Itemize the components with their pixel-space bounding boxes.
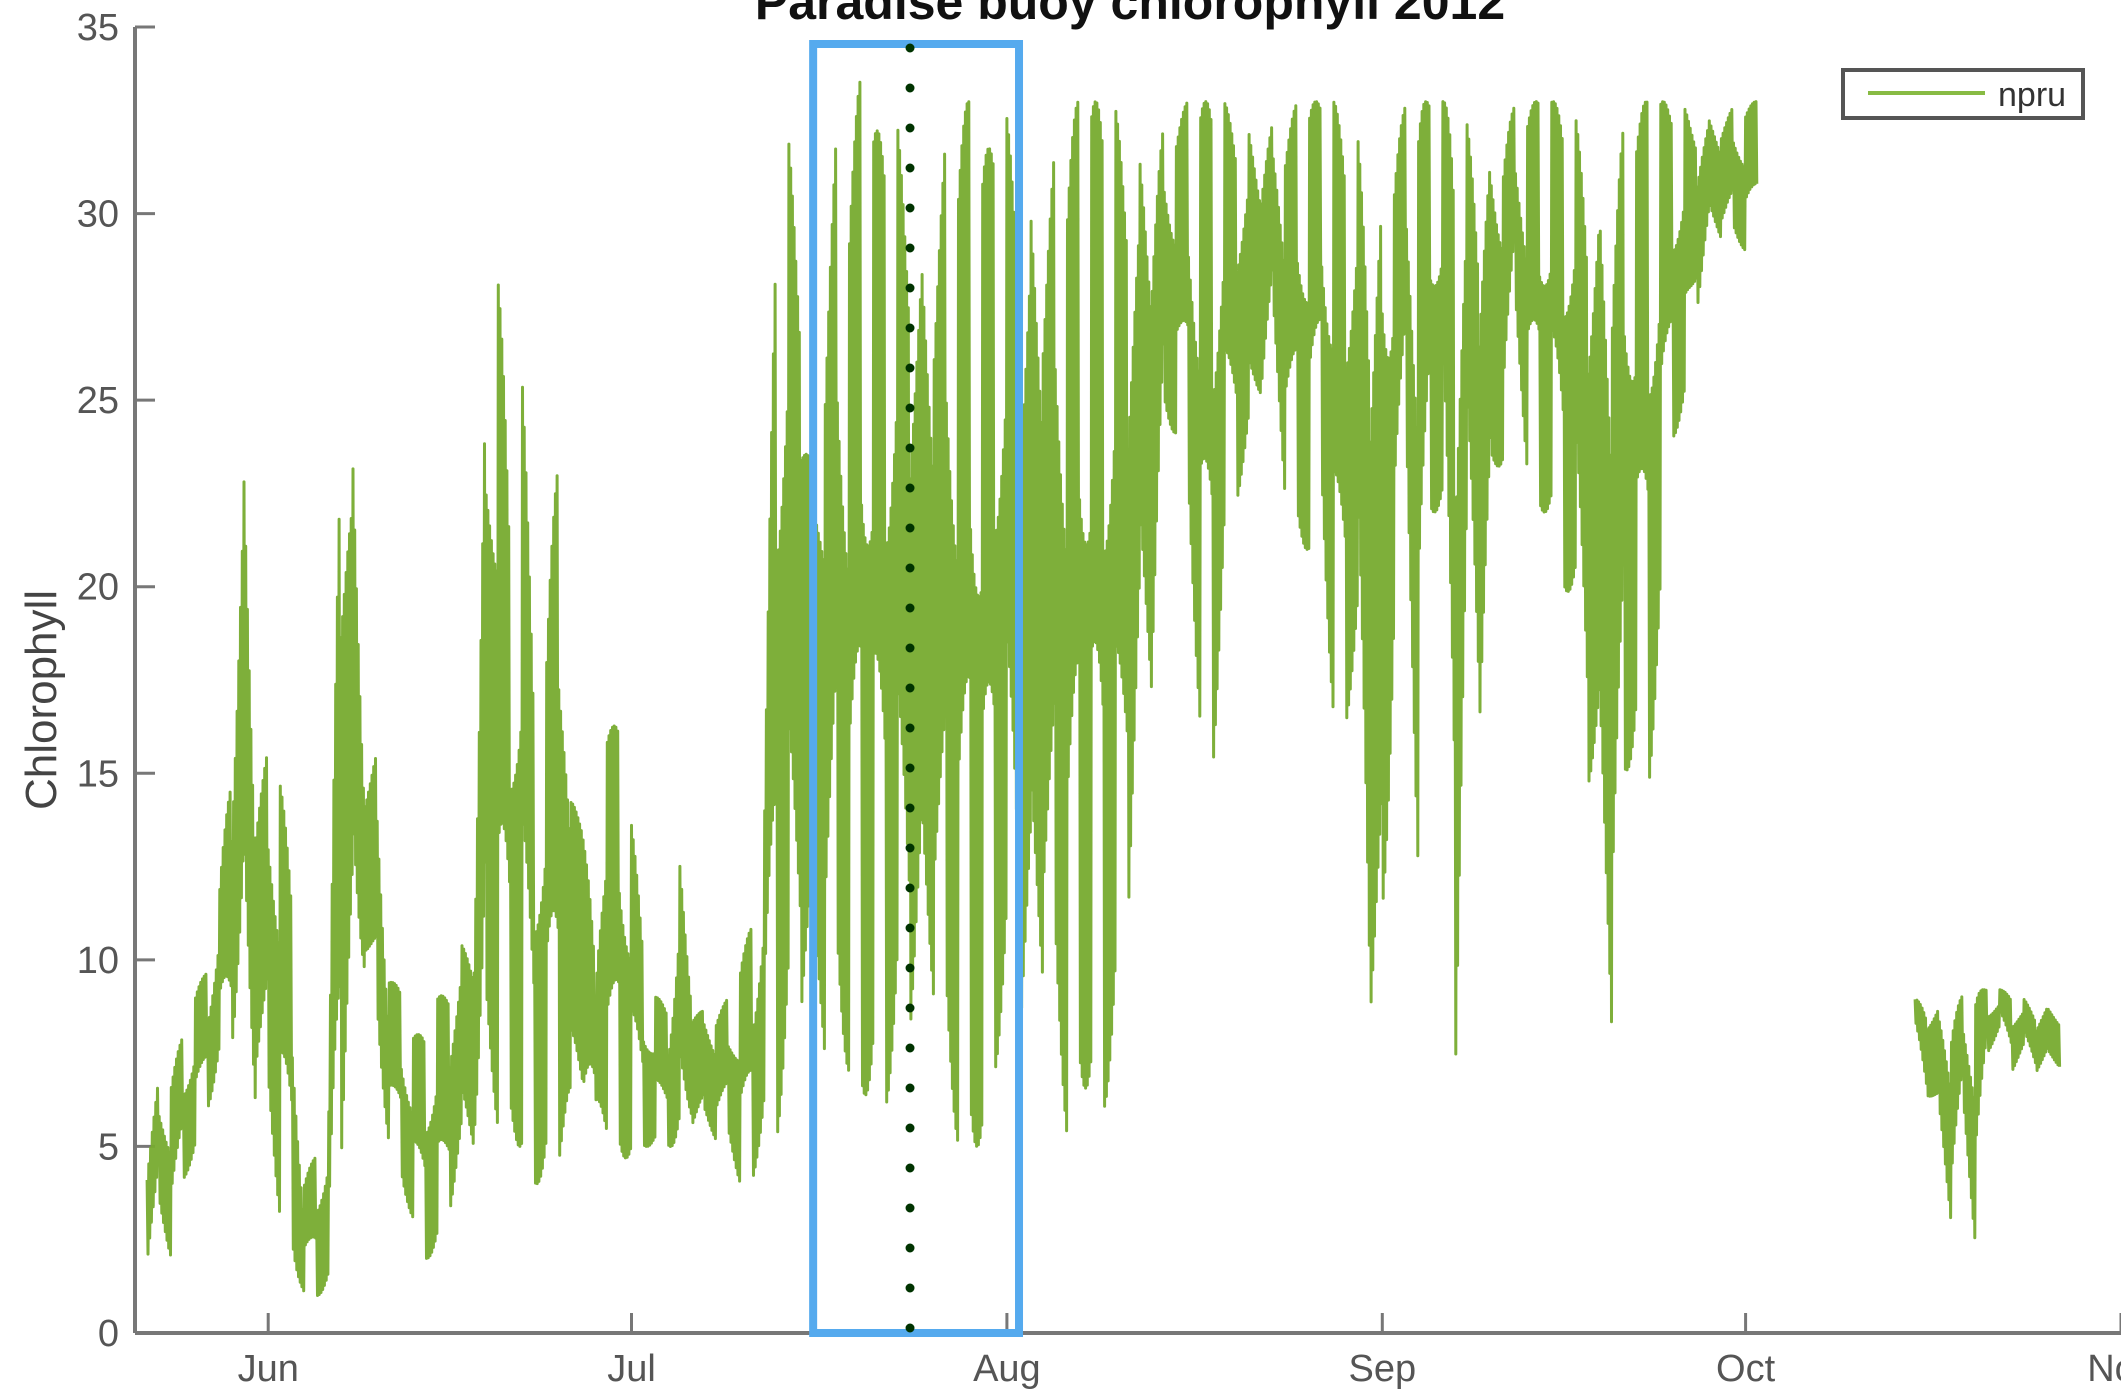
- y-tick-label-0: 0: [98, 1313, 119, 1355]
- x-tick-label-aug: Aug: [973, 1348, 1041, 1390]
- legend-label-npru: npru: [1998, 76, 2066, 114]
- x-tick-label-oct: Oct: [1716, 1348, 1776, 1390]
- y-axis-label: Chlorophyll: [17, 590, 66, 810]
- series-npru-segment-0: [147, 82, 1757, 1295]
- x-tick-label-jun: Jun: [238, 1348, 299, 1390]
- y-tick-label-15: 15: [77, 753, 119, 795]
- x-tick-label-jul: Jul: [607, 1348, 656, 1390]
- series-npru-segment-1: [1915, 990, 2060, 1238]
- legend: npru: [1843, 70, 2083, 118]
- y-tick-label-5: 5: [98, 1126, 119, 1168]
- y-tick-label-35: 35: [77, 7, 119, 49]
- plot-area: 0 5 10 15 20 25 30 35 Jun Jul Aug Sep Oct Nov: [77, 7, 2121, 1390]
- y-tick-label-10: 10: [77, 940, 119, 982]
- chart-title: Paradise buoy chlorophyll 2012: [755, 0, 1505, 30]
- x-tick-label-sep: Sep: [1348, 1348, 1416, 1390]
- y-tick-label-20: 20: [77, 567, 119, 609]
- y-tick-label-30: 30: [77, 194, 119, 236]
- y-tick-label-25: 25: [77, 380, 119, 422]
- x-tick-label-nov: Nov: [2087, 1348, 2121, 1390]
